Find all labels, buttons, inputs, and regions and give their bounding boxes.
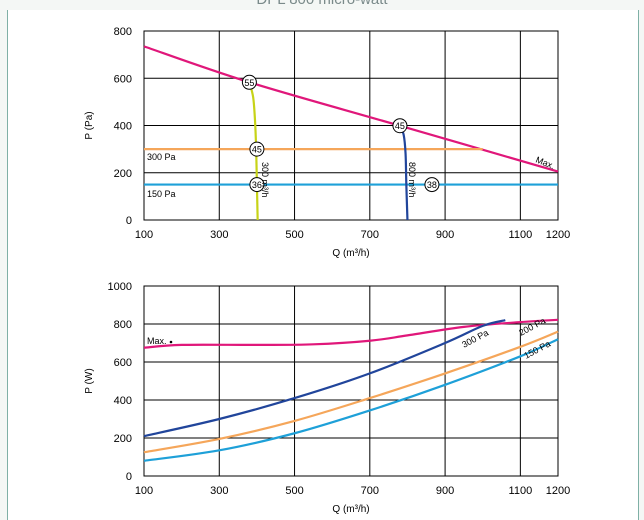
power-y-tick-label: 1000: [108, 281, 132, 293]
pressure-label-300pa: 300 Pa: [147, 152, 176, 162]
pressure-marker-circle: [249, 177, 265, 193]
power-label-150pa: 150 Pa: [522, 339, 552, 361]
pressure-x-tick-label: 900: [436, 229, 454, 241]
header-strip: DPL 800 micro-watt: [0, 0, 644, 10]
pressure-y-tick-label: 800: [114, 26, 132, 38]
power-label-max-dot: [169, 340, 173, 344]
power-x-tick-label: 1100: [509, 485, 533, 497]
pressure-y-axis-label: P (Pa): [84, 111, 95, 139]
pressure-x-tick-label: 700: [361, 229, 379, 241]
power-y-axis-label: P (W): [84, 368, 95, 393]
pressure-marker-label: 36: [252, 180, 262, 190]
power-plot-frame: [143, 285, 559, 477]
pressure-x-axis-label: Q (m³/h): [332, 248, 369, 259]
pressure-x-tick-label: 1100: [509, 229, 533, 241]
pressure-label-150pa: 150 Pa: [147, 189, 176, 199]
power-x-tick-label: 900: [436, 485, 454, 497]
power-label-200pa: 200 Pa: [517, 316, 547, 338]
pressure-marker-circle: [241, 74, 257, 90]
chart-panel: [7, 10, 639, 520]
power-y-tick-label: 0: [126, 471, 132, 483]
power-x-tick-label: 1200: [546, 485, 570, 497]
power-label-max: Max.: [147, 336, 167, 346]
pressure-marker-circle: [424, 177, 440, 193]
power-x-axis-label: Q (m³/h): [332, 504, 369, 515]
pressure-y-tick-label: 400: [114, 121, 132, 133]
power-y-tick-label: 400: [114, 395, 132, 407]
pressure-marker-label: 55: [244, 78, 254, 88]
pressure-x-tick-label: 1200: [546, 229, 570, 241]
power-label-300pa: 300 Pa: [460, 328, 490, 350]
pressure-label-300m3h: 300 m³/h: [260, 162, 270, 198]
pressure-y-tick-label: 0: [126, 215, 132, 227]
power-series-200-pa: [143, 330, 559, 454]
power-y-tick-label: 600: [114, 357, 132, 369]
pressure-marker-label: 45: [252, 145, 262, 155]
pressure-plot-frame: [143, 30, 559, 221]
power-y-tick-label: 800: [114, 319, 132, 331]
pressure-x-tick-label: 100: [135, 229, 153, 241]
power-y-tick-label: 200: [114, 433, 132, 445]
power-x-tick-label: 300: [210, 485, 228, 497]
pressure-x-tick-label: 300: [210, 229, 228, 241]
pressure-marker-circle: [249, 141, 265, 157]
pressure-marker-label: 45: [395, 121, 405, 131]
power-x-tick-label: 100: [135, 485, 153, 497]
power-x-tick-label: 700: [361, 485, 379, 497]
pressure-series-max-: [143, 45, 559, 173]
power-series-max-: [143, 318, 559, 349]
pressure-label-800m3h: 800 m³/h: [407, 162, 417, 198]
pressure-x-tick-label: 500: [285, 229, 303, 241]
pressure-marker-label: 38: [427, 180, 437, 190]
figure-title: DPL 800 micro-watt: [0, 0, 644, 8]
pressure-marker-circle: [392, 118, 408, 134]
power-series-300-pa: [143, 319, 506, 438]
power-x-tick-label: 500: [285, 485, 303, 497]
pressure-y-tick-label: 600: [114, 73, 132, 85]
power-series-150-pa: [143, 338, 559, 462]
pressure-y-tick-label: 200: [114, 168, 132, 180]
